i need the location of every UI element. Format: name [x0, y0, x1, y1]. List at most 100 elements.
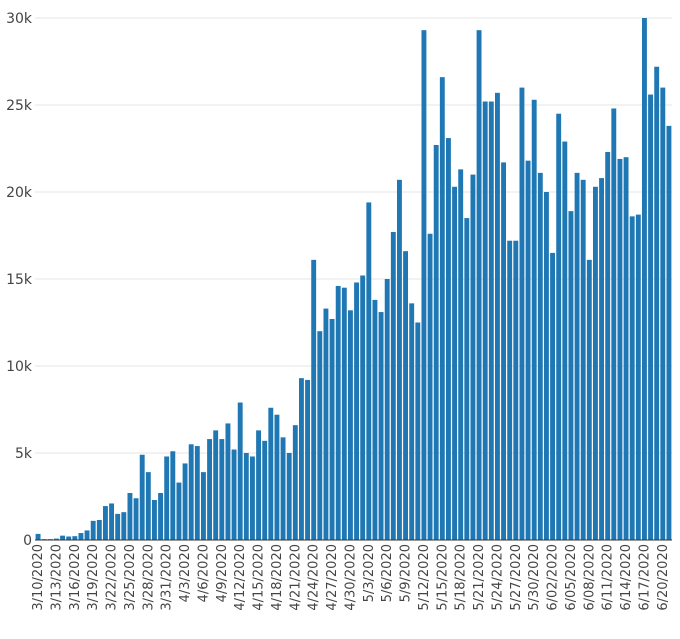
bar	[78, 533, 84, 540]
bar	[115, 513, 121, 540]
x-tick-label: 5/27/2020	[509, 544, 524, 611]
bar	[323, 308, 329, 540]
bar	[390, 232, 396, 540]
x-tick-label: 6/11/2020	[601, 544, 616, 611]
x-tick-label: 4/30/2020	[343, 544, 358, 611]
bar	[574, 172, 580, 541]
bar	[617, 158, 623, 540]
y-axis-ticks: 0 5k 10k 15k 20k 25k 30k	[6, 11, 33, 549]
bar	[562, 141, 568, 541]
x-tick-label: 5/12/2020	[417, 544, 432, 611]
bar	[494, 92, 500, 540]
x-tick-label: 3/13/2020	[49, 544, 64, 611]
y-tick-label: 0	[23, 533, 32, 549]
bar	[568, 211, 574, 540]
x-tick-label: 3/10/2020	[31, 544, 46, 611]
y-tick-label: 20k	[6, 185, 33, 201]
bar	[286, 453, 292, 540]
x-tick-label: 4/6/2020	[196, 544, 211, 602]
bar	[200, 472, 206, 540]
bar	[519, 87, 525, 540]
bar	[550, 252, 556, 540]
bar	[507, 240, 513, 540]
x-tick-label: 4/18/2020	[270, 544, 285, 611]
bar	[403, 251, 409, 540]
bar	[158, 493, 164, 540]
x-tick-label: 5/6/2020	[380, 544, 395, 602]
bar	[531, 99, 537, 540]
x-tick-label: 3/16/2020	[68, 544, 83, 611]
bar	[243, 453, 249, 540]
bar	[372, 299, 378, 540]
bar	[543, 192, 549, 540]
bar	[433, 145, 439, 540]
bar	[641, 18, 647, 540]
x-tick-label: 5/21/2020	[472, 544, 487, 611]
bar	[90, 520, 96, 540]
y-tick-label: 25k	[6, 98, 33, 114]
x-tick-label: 5/3/2020	[362, 544, 377, 602]
bar	[458, 169, 464, 540]
x-tick-label: 5/9/2020	[399, 544, 414, 602]
x-tick-label: 4/9/2020	[215, 544, 230, 602]
bar	[660, 87, 666, 540]
x-tick-label: 6/17/2020	[637, 544, 652, 611]
y-tick-label: 10k	[6, 359, 33, 375]
bar	[586, 259, 592, 540]
bar	[109, 503, 115, 540]
bar	[347, 310, 353, 540]
bar	[231, 449, 237, 540]
bar	[525, 160, 531, 540]
x-tick-label: 4/24/2020	[307, 544, 322, 611]
x-tick-label: 6/14/2020	[619, 544, 634, 611]
bar	[72, 536, 78, 540]
x-tick-label: 6/05/2020	[564, 544, 579, 611]
bar	[182, 463, 188, 540]
bar	[53, 538, 59, 540]
bar	[501, 162, 507, 541]
x-tick-label: 6/02/2020	[546, 544, 561, 611]
bar	[274, 414, 280, 540]
bar	[599, 178, 605, 540]
x-tick-label: 6/08/2020	[582, 544, 597, 611]
x-tick-label: 3/25/2020	[123, 544, 138, 611]
bar	[335, 285, 341, 540]
bar	[84, 530, 90, 540]
bar	[378, 312, 384, 540]
x-tick-label: 4/21/2020	[288, 544, 303, 611]
bar	[666, 125, 672, 540]
bar	[249, 456, 255, 540]
bar	[280, 437, 286, 540]
x-tick-label: 5/24/2020	[490, 544, 505, 611]
bar	[445, 138, 451, 540]
bar	[188, 444, 194, 540]
x-tick-label: 5/18/2020	[454, 544, 469, 611]
bar	[311, 259, 317, 540]
x-tick-label: 4/27/2020	[325, 544, 340, 611]
bars	[35, 18, 672, 541]
bar	[629, 216, 635, 541]
bar	[139, 454, 145, 540]
bar	[476, 30, 482, 541]
x-tick-label: 4/15/2020	[252, 544, 267, 611]
x-tick-label: 4/3/2020	[178, 544, 193, 602]
bar	[439, 77, 445, 540]
bar	[366, 202, 372, 540]
bar	[145, 472, 151, 540]
bar	[415, 322, 421, 540]
bar	[164, 456, 170, 540]
bar	[96, 519, 102, 540]
bar	[537, 172, 543, 541]
bar	[341, 287, 347, 540]
bar	[268, 407, 274, 540]
bar	[611, 108, 617, 540]
x-tick-label: 5/30/2020	[527, 544, 542, 611]
bar	[121, 512, 127, 540]
y-tick-label: 5k	[15, 446, 33, 462]
bar	[488, 101, 494, 541]
x-tick-label: 3/22/2020	[105, 544, 120, 611]
bar	[262, 440, 268, 540]
bar	[102, 506, 108, 540]
bar	[556, 113, 562, 540]
